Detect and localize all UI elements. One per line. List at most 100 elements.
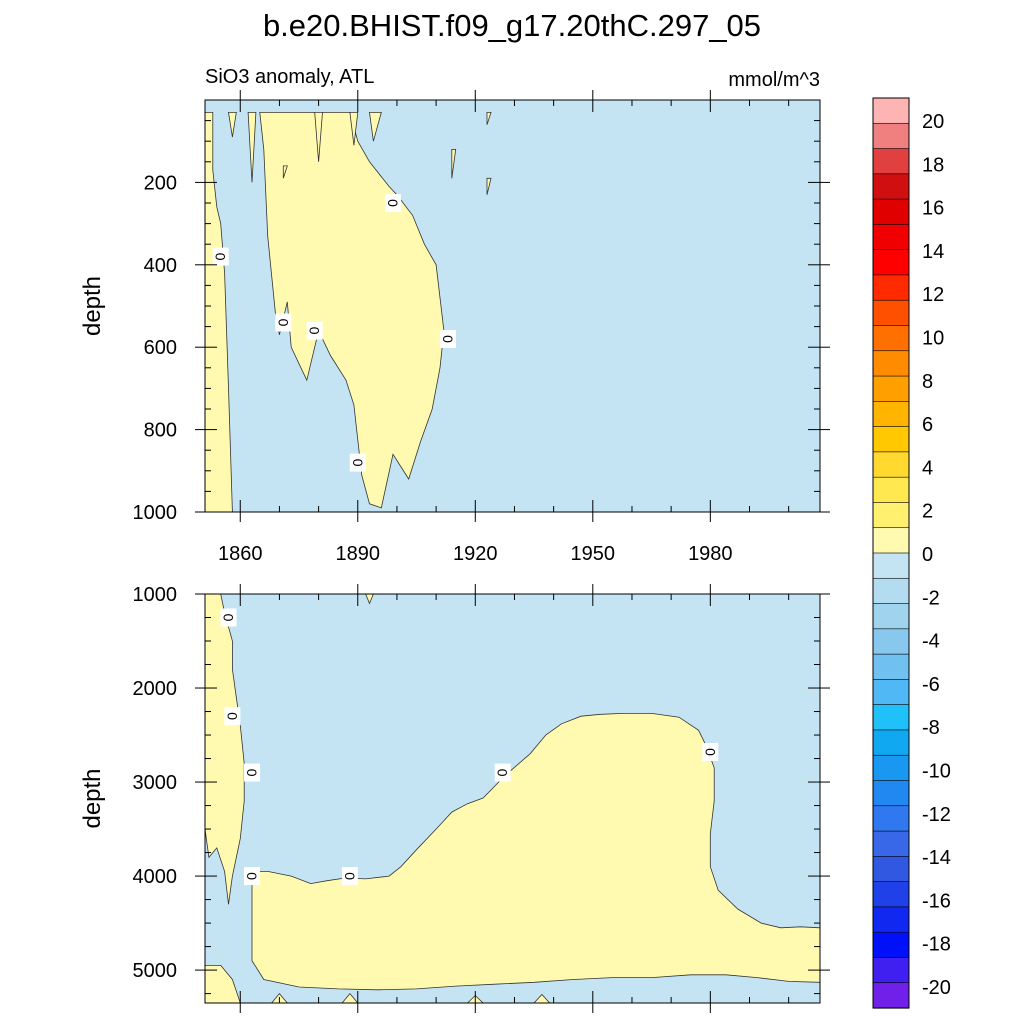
- y-tick-label: 400: [144, 255, 177, 277]
- colorbar-swatch: [872, 451, 910, 478]
- svg-text:0: 0: [495, 769, 511, 777]
- upper-left-label: SiO3 anomaly, ATL: [205, 66, 374, 88]
- colorbar-label: 4: [922, 457, 933, 479]
- contour-label: 0: [220, 608, 237, 627]
- upper-panel: 0 0 0 0 0 0 1860 1890 1920 1950 1980 200 400 600 800 10…: [79, 90, 830, 565]
- colorbar-swatch: [872, 502, 910, 529]
- svg-text:0: 0: [213, 253, 229, 261]
- x-tick-label: 1980: [688, 543, 733, 565]
- y-tick-label: 2000: [133, 678, 178, 700]
- colorbar-swatch: [872, 375, 910, 402]
- upper-positive-patch: [451, 148, 457, 179]
- colorbar-label: 10: [922, 328, 944, 350]
- colorbar-swatch: [872, 679, 910, 706]
- figure-title: b.e20.BHIST.f09_g17.20thC.297_05: [263, 8, 761, 43]
- upper-positive-patch: [228, 112, 237, 138]
- colorbar-label: -8: [922, 717, 940, 739]
- colorbar-swatch: [872, 350, 910, 377]
- y-tick-label: 1000: [133, 584, 178, 606]
- colorbar-swatch: [872, 173, 910, 200]
- x-tick-label: 1950: [571, 543, 616, 565]
- lower-positive-region: [365, 594, 374, 605]
- colorbar-swatch: [872, 931, 910, 959]
- contour-label: 0: [702, 743, 719, 761]
- colorbar-swatch: [872, 401, 910, 428]
- svg-text:0: 0: [307, 327, 323, 335]
- lower-positive-region: [533, 993, 551, 1003]
- colorbar-label: -12: [922, 804, 951, 826]
- contour-label: 0: [224, 707, 241, 726]
- colorbar-swatch: [872, 881, 910, 908]
- lower-positive-region: [205, 965, 241, 1003]
- upper-y-axis-label: depth: [79, 276, 106, 336]
- contour-label: 0: [244, 867, 260, 886]
- contour-label: 0: [349, 453, 366, 472]
- colorbar-label: 16: [922, 198, 944, 220]
- colorbar-label: -14: [922, 847, 951, 869]
- colorbar-swatch: [872, 603, 910, 630]
- svg-text:0: 0: [702, 748, 718, 756]
- y-tick-label: 600: [144, 337, 177, 359]
- lower-positive-region: [251, 713, 820, 991]
- colorbar-label: 14: [922, 241, 944, 263]
- lower-positive-region: [205, 594, 245, 905]
- x-tick-label: 1860: [218, 543, 263, 565]
- svg-text:0: 0: [244, 872, 260, 880]
- upper-positive-patch: [282, 165, 288, 179]
- colorbar-swatch: [872, 249, 910, 276]
- colorbar-label: -2: [922, 587, 940, 609]
- y-tick-label: 800: [144, 420, 177, 442]
- svg-text:0: 0: [342, 872, 358, 880]
- colorbar-label: 12: [922, 284, 944, 306]
- y-tick-label: 3000: [133, 772, 178, 794]
- colorbar-label: -20: [922, 977, 951, 999]
- colorbar-swatch: [872, 476, 910, 504]
- colorbar-swatch: [872, 856, 910, 883]
- contour-label: 0: [494, 763, 511, 782]
- colorbar-swatch: [872, 653, 910, 680]
- y-tick-label: 200: [144, 172, 177, 194]
- upper-positive-patch: [314, 112, 323, 162]
- colorbar-swatch: [872, 527, 910, 554]
- contour-label: 0: [439, 330, 456, 348]
- colorbar-swatch: [872, 957, 910, 984]
- colorbar-swatch: [872, 729, 910, 756]
- colorbar-swatch: [872, 224, 910, 251]
- upper-right-label: mmol/m^3: [728, 69, 820, 91]
- colorbar-swatch: [872, 426, 910, 453]
- lower-y-axis-label: depth: [79, 768, 106, 828]
- contour-label: 0: [244, 763, 260, 782]
- contour-label: 0: [306, 321, 323, 340]
- contour-label: 0: [275, 313, 292, 332]
- colorbar-label: 20: [922, 111, 944, 133]
- lower-panel: 0 0 0 0 0 0 0 1000 2000 3000 4000 5000 depth: [79, 584, 830, 1013]
- colorbar-swatch: [872, 805, 910, 832]
- colorbar-swatch: [872, 704, 910, 731]
- colorbar-swatch: [872, 122, 910, 150]
- colorbar-label: 6: [922, 414, 933, 436]
- colorbar-label: 18: [922, 154, 944, 176]
- colorbar-label: 8: [922, 371, 933, 393]
- x-tick-label: 1890: [336, 543, 381, 565]
- colorbar-swatch: [872, 628, 910, 655]
- svg-text:0: 0: [275, 319, 291, 327]
- colorbar-swatch: [872, 325, 910, 352]
- svg-text:0: 0: [244, 769, 260, 777]
- colorbar-label: -16: [922, 890, 951, 912]
- colorbar-swatch: [872, 198, 910, 225]
- svg-text:0: 0: [221, 614, 237, 622]
- svg-text:0: 0: [440, 335, 456, 343]
- colorbar-swatch: [872, 830, 910, 857]
- colorbar-label: -18: [922, 934, 951, 956]
- colorbar-swatch: [872, 552, 910, 579]
- svg-text:0: 0: [224, 712, 240, 720]
- colorbar-swatch: [872, 97, 910, 124]
- lower-field: 0 0 0 0 0 0 0: [205, 594, 820, 1003]
- y-tick-label: 1000: [133, 502, 178, 524]
- lower-frame: [204, 593, 821, 1004]
- colorbar-label: -10: [922, 761, 951, 783]
- upper-positive-patch: [349, 112, 359, 146]
- upper-field: 0 0 0 0 0 0: [205, 100, 820, 512]
- colorbar-label: 2: [922, 501, 933, 523]
- upper-positive-patch: [486, 177, 492, 195]
